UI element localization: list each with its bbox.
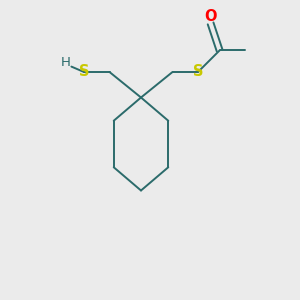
Text: S: S [79,64,89,80]
Text: H: H [61,56,70,69]
Text: O: O [204,9,217,24]
Text: S: S [193,64,203,80]
